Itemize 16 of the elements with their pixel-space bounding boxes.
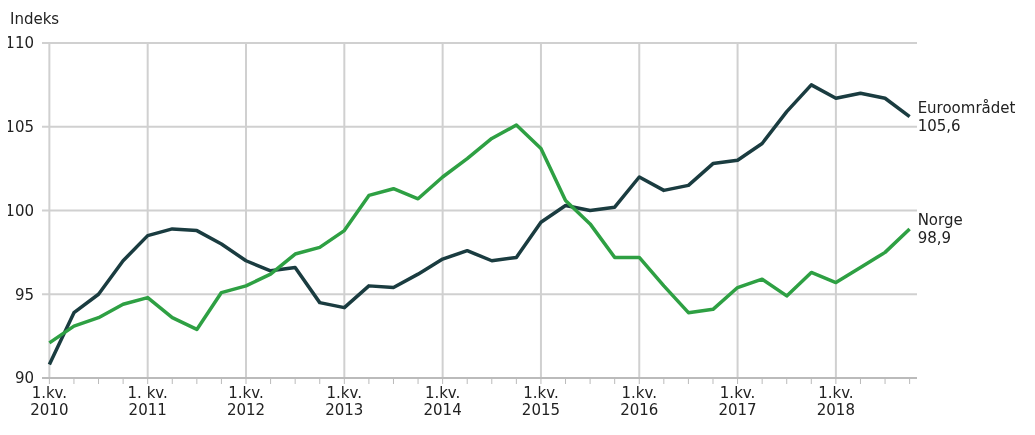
x-tick-label: 1.kv. 2014 [423,384,462,419]
x-tick-label: 1. kv. 2011 [127,384,168,419]
y-axis-title: Indeks [10,10,60,28]
line-series [47,83,912,367]
data-label: 105,6 [917,116,961,135]
x-tick-label: 1.kv. 2015 [521,384,561,419]
y-tick-label: 95 [14,285,34,304]
x-tick-label: 1.kv. 2016 [620,384,659,419]
x-tick-label: 1.kv. 2018 [816,384,855,419]
series-label: Euroområdet [917,98,1016,117]
x-tick-label: 1.kv. 2013 [325,384,364,419]
line-series [47,123,912,345]
x-tick-label: 1.kv. 2012 [226,384,266,419]
x-tick-label: 1.kv. 2017 [718,384,757,419]
series-label: Norge [917,210,963,229]
data-label: 98,9 [917,228,952,247]
